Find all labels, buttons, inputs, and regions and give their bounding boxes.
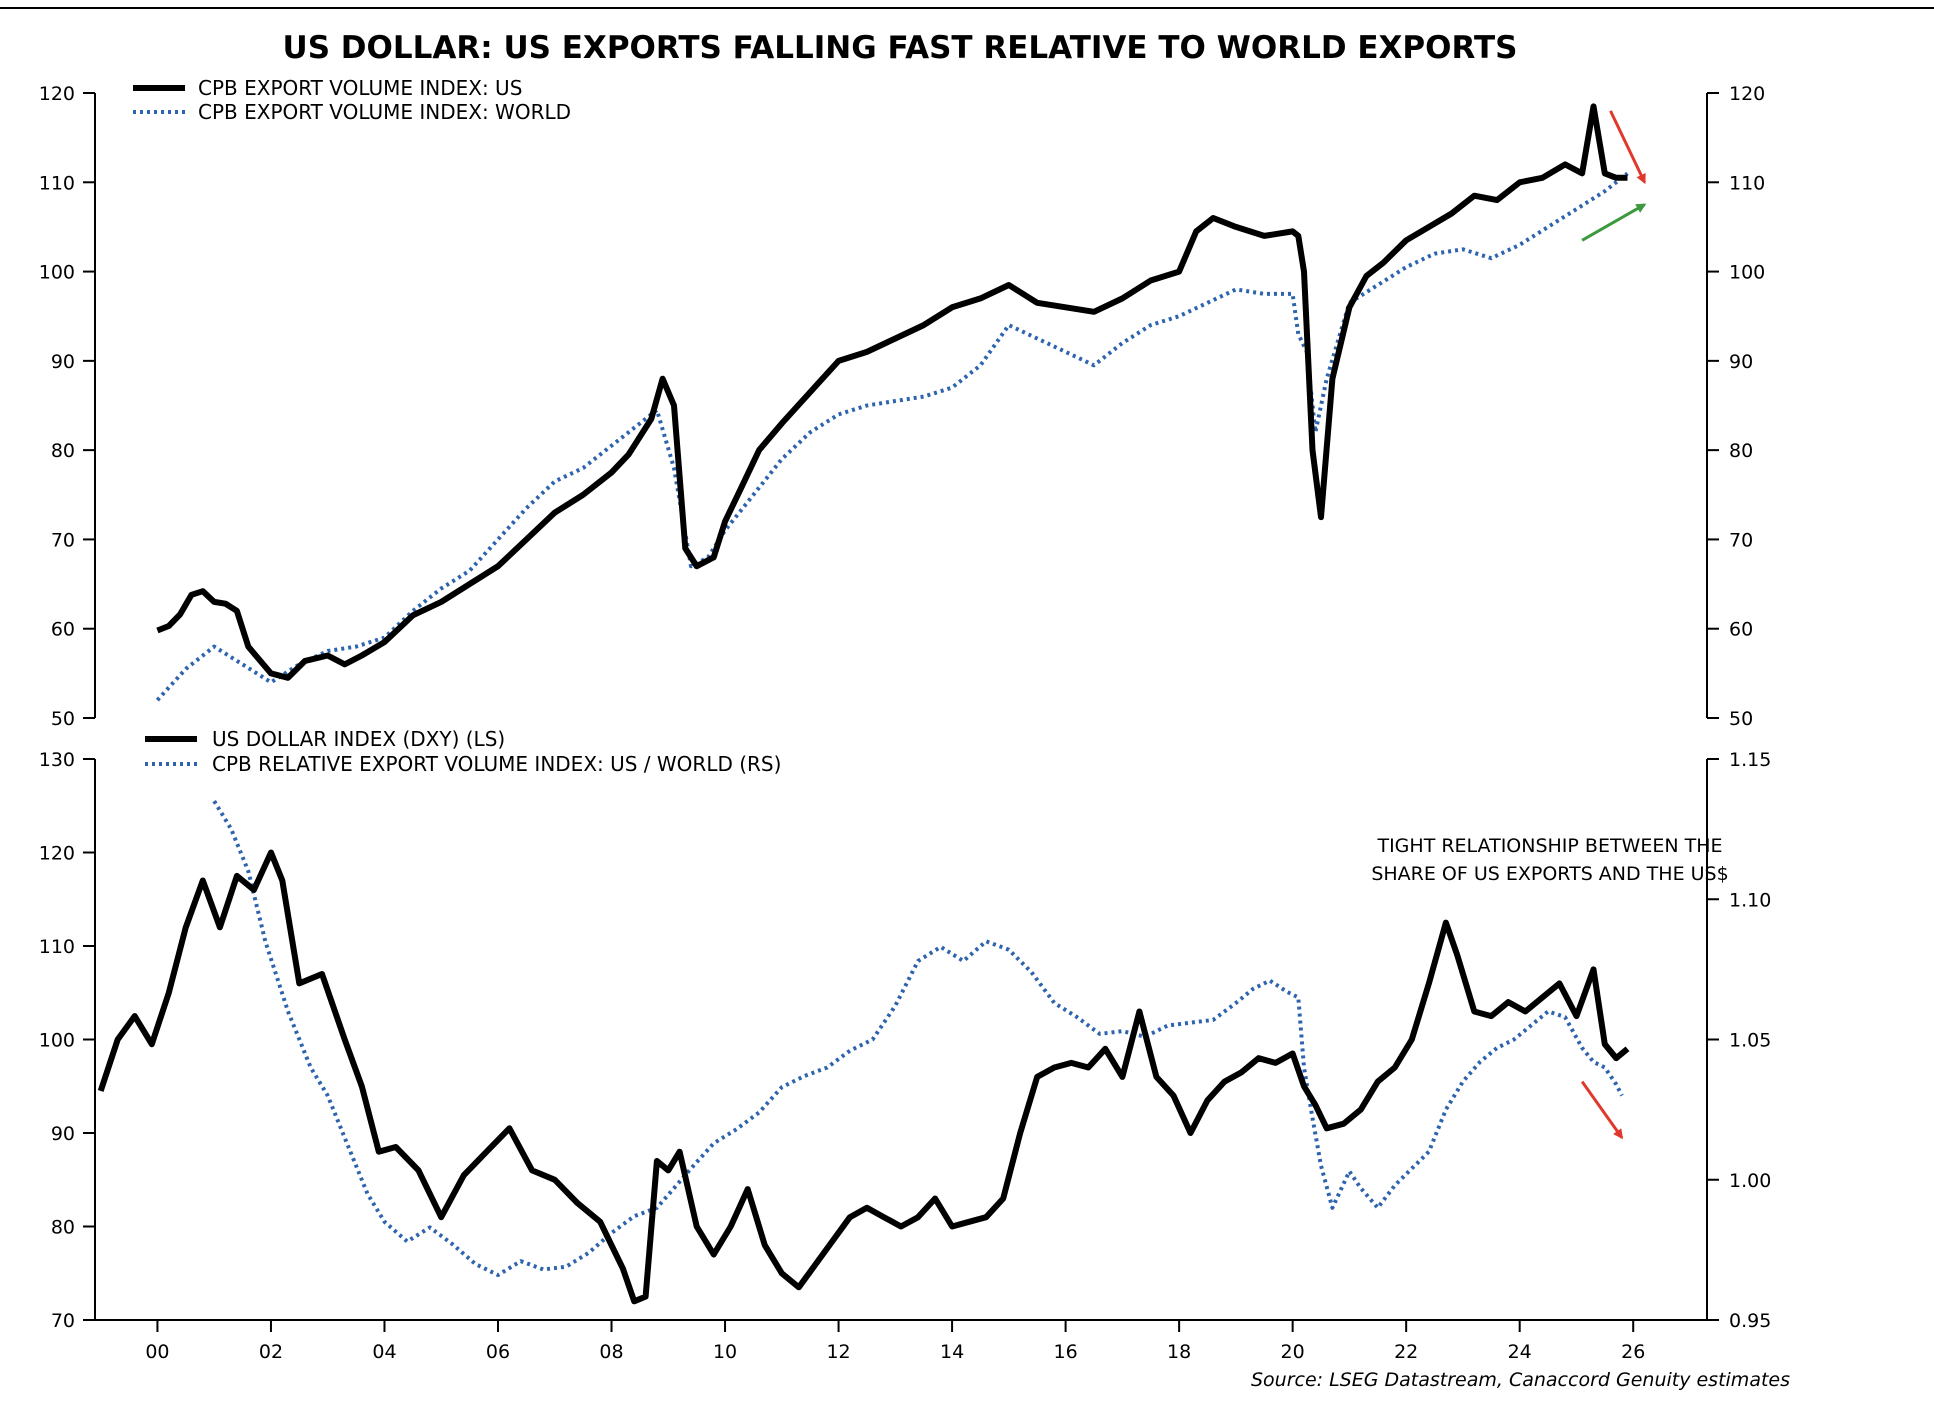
bottom-series-solid: [97, 849, 1630, 1305]
bottom-left-tick-label: 130: [39, 749, 75, 771]
bottom-left-tick-label: 90: [51, 1123, 75, 1145]
top-right-tick-label: 120: [1729, 83, 1765, 105]
top-red-arrow: [1609, 110, 1646, 185]
top-right-tick-label: 50: [1729, 708, 1753, 730]
bottom-series-group: [97, 800, 1630, 1305]
top-right-tick-label: 70: [1729, 529, 1753, 551]
bottom-left-tick-label: 110: [39, 936, 75, 958]
bottom-right-tick-label: 0.95: [1729, 1310, 1771, 1332]
x-tick-label: 24: [1508, 1341, 1532, 1363]
bottom-legend: US DOLLAR INDEX (DXY) (LS) CPB RELATIVE …: [145, 727, 781, 776]
top-legend: CPB EXPORT VOLUME INDEX: US CPB EXPORT V…: [133, 76, 571, 124]
top-green-arrow: [1581, 203, 1647, 242]
legend-label-dxy: US DOLLAR INDEX (DXY) (LS): [212, 727, 505, 751]
top-left-tick-label: 110: [39, 172, 75, 194]
top-left-tick-label: 60: [51, 619, 75, 641]
x-tick-label: 26: [1621, 1341, 1645, 1363]
legend-label-world: CPB EXPORT VOLUME INDEX: WORLD: [198, 100, 571, 124]
bottom-axis-ticks: 70 80 90 100 110 120 130 0.95 1.00 1.05 1.10 1.15 00…: [39, 749, 1772, 1363]
x-tick-label: 10: [713, 1341, 737, 1363]
x-tick-label: 08: [599, 1341, 623, 1363]
source-note: Source: LSEG Datastream, Canaccord Genui…: [1251, 1369, 1790, 1391]
bottom-left-tick-label: 80: [51, 1217, 75, 1239]
top-right-tick-label: 90: [1729, 351, 1753, 373]
top-series-solid: [156, 103, 1628, 681]
top-left-tick-label: 50: [51, 708, 75, 730]
top-axis-ticks: 50 60 70 80 90 100 110 120 50 60 70 80 90 100 110 120: [39, 83, 1766, 730]
x-tick-label: 22: [1394, 1341, 1418, 1363]
top-right-tick-label: 80: [1729, 440, 1753, 462]
annotation-line-2: SHARE OF US EXPORTS AND THE US$: [1371, 863, 1728, 885]
bottom-left-tick-label: 70: [51, 1310, 75, 1332]
x-tick-label: 06: [486, 1341, 510, 1363]
legend-label-us: CPB EXPORT VOLUME INDEX: US: [198, 76, 522, 100]
bottom-arrows-group: [1580, 1080, 1624, 1140]
top-series-group: [155, 103, 1629, 702]
top-left-tick-label: 120: [39, 83, 75, 105]
x-tick-label: 02: [259, 1341, 283, 1363]
bottom-right-tick-label: 1.10: [1729, 889, 1771, 911]
top-left-tick-label: 80: [51, 440, 75, 462]
top-left-tick-label: 90: [51, 351, 75, 373]
bottom-right-tick-label: 1.00: [1729, 1170, 1771, 1192]
x-tick-label: 16: [1054, 1341, 1078, 1363]
x-tick-label: 12: [826, 1341, 850, 1363]
bottom-right-tick-label: 1.15: [1729, 749, 1771, 771]
top-left-tick-label: 100: [39, 262, 75, 284]
x-tick-label: 04: [372, 1341, 396, 1363]
top-right-tick-label: 110: [1729, 172, 1765, 194]
annotation-line-1: TIGHT RELATIONSHIP BETWEEN THE: [1376, 835, 1722, 857]
legend-label-relative: CPB RELATIVE EXPORT VOLUME INDEX: US / W…: [212, 752, 781, 776]
x-tick-label: 18: [1167, 1341, 1191, 1363]
top-left-tick-label: 70: [51, 529, 75, 551]
top-arrows-group: [1581, 110, 1647, 242]
top-right-tick-label: 60: [1729, 619, 1753, 641]
x-tick-label: 20: [1281, 1341, 1305, 1363]
top-right-tick-label: 100: [1729, 262, 1765, 284]
x-tick-label: 14: [940, 1341, 964, 1363]
bottom-series-dotted: [212, 800, 1624, 1278]
bottom-right-tick-label: 1.05: [1729, 1030, 1771, 1052]
bottom-left-tick-label: 100: [39, 1030, 75, 1052]
top-series-dotted: [155, 171, 1629, 702]
chart-title: US DOLLAR: US EXPORTS FALLING FAST RELAT…: [283, 30, 1518, 66]
x-tick-label: 00: [145, 1341, 169, 1363]
bottom-red-arrow: [1580, 1080, 1624, 1140]
bottom-left-tick-label: 120: [39, 843, 75, 865]
